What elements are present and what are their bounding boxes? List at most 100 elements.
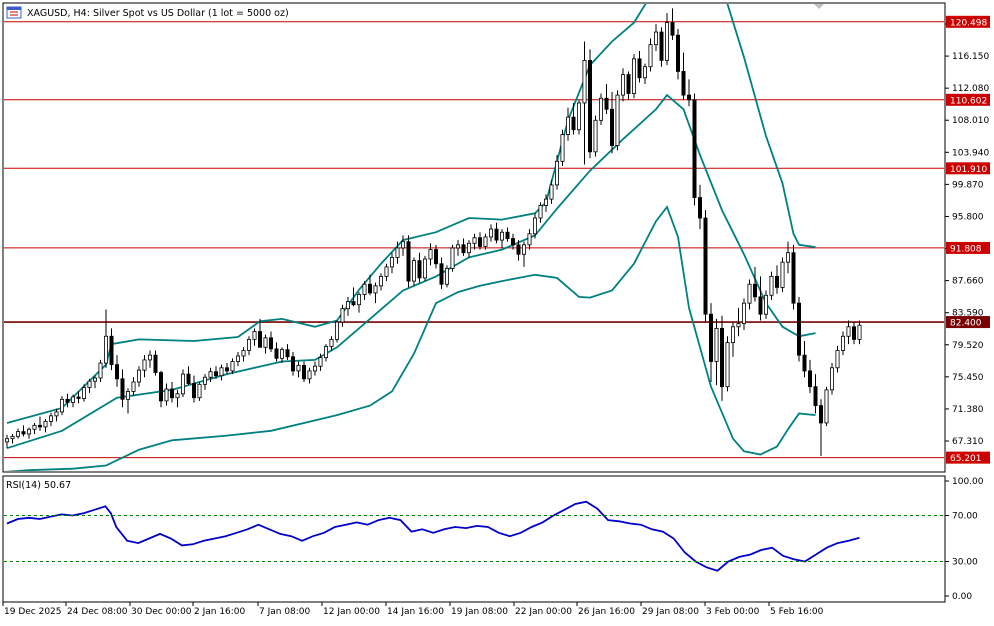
candle xyxy=(571,102,576,135)
candle xyxy=(588,49,593,159)
candle xyxy=(356,292,361,313)
candle-body-bullish xyxy=(544,198,549,206)
candle-body-bullish xyxy=(356,294,361,306)
candle-body-bullish xyxy=(654,31,659,46)
candle-body-bullish xyxy=(373,285,378,294)
candle xyxy=(582,41,587,165)
candle-body-bullish xyxy=(252,331,257,340)
candle xyxy=(142,355,147,378)
time-axis-label: 22 Jan 00:00 xyxy=(515,607,572,617)
candle xyxy=(577,99,582,135)
candle-body-bullish xyxy=(731,326,736,343)
price-axis-label: 67.310 xyxy=(952,437,984,447)
rsi-axis-label: 0.00 xyxy=(952,592,972,602)
candle xyxy=(643,63,648,85)
candle xyxy=(555,154,560,190)
price-axis-label: 95.800 xyxy=(952,212,984,222)
candle xyxy=(169,381,174,403)
candle xyxy=(780,257,785,293)
candle xyxy=(21,425,26,437)
candle-body-bearish xyxy=(191,383,196,399)
candle xyxy=(417,252,422,283)
candle-body-bullish xyxy=(164,388,169,402)
candle-body-bullish xyxy=(742,302,747,325)
candle-body-bullish xyxy=(241,350,246,357)
candle-body-bullish xyxy=(648,44,653,68)
time-axis: 19 Dec 2025 24 Dec 08:00 30 Dec 00:00 2 Jan… xyxy=(2,602,824,617)
candle xyxy=(197,381,202,401)
candle xyxy=(725,336,730,392)
candle-body-bullish xyxy=(593,119,598,153)
candle-body-bullish xyxy=(555,160,560,186)
candle xyxy=(351,287,356,307)
candle xyxy=(406,235,411,288)
candle xyxy=(654,24,659,51)
candle-body-bearish xyxy=(571,116,576,131)
candle-body-bearish xyxy=(604,97,609,110)
candle xyxy=(15,428,20,439)
candle-body-bearish xyxy=(417,260,422,279)
candle xyxy=(731,322,736,357)
price-level-tag-label: 120.498 xyxy=(950,18,987,28)
candle-body-bullish xyxy=(455,244,460,249)
price-level-tag xyxy=(946,15,990,28)
rsi-axis-label: 30.00 xyxy=(952,558,978,568)
candle-body-bullish xyxy=(621,74,626,96)
rsi-indicator-label: RSI(14) 50.67 xyxy=(6,480,71,491)
candle xyxy=(692,93,697,206)
time-axis-label: 19 Jan 08:00 xyxy=(451,607,508,617)
candle xyxy=(670,8,675,40)
candle-body-bullish xyxy=(499,231,504,241)
candle xyxy=(472,233,477,250)
candle-body-bullish xyxy=(488,228,493,238)
candle xyxy=(687,79,692,107)
candle-body-bullish xyxy=(323,346,328,358)
candle-body-bullish xyxy=(378,275,383,287)
candle xyxy=(268,331,273,353)
candle xyxy=(455,240,460,256)
candle-body-bearish xyxy=(224,367,229,372)
candle-body-bullish xyxy=(615,94,620,146)
candle-body-bullish xyxy=(26,428,31,435)
candle xyxy=(153,350,158,376)
candle xyxy=(126,388,131,414)
candle-body-bearish xyxy=(687,94,692,101)
candle xyxy=(191,375,196,403)
candle xyxy=(230,358,235,375)
candle xyxy=(516,240,521,261)
candle-body-bullish xyxy=(54,411,59,417)
candle-body-bullish xyxy=(230,361,235,372)
candle xyxy=(477,232,482,250)
candle xyxy=(104,309,109,368)
candle xyxy=(813,374,818,414)
candle-body-bullish xyxy=(10,435,15,440)
candle-body-bullish xyxy=(362,283,367,295)
candle xyxy=(698,184,703,230)
candle xyxy=(846,320,851,345)
chart-shift-marker-icon[interactable] xyxy=(814,4,824,9)
candle xyxy=(307,367,312,384)
candle xyxy=(82,384,87,402)
candle-body-bearish xyxy=(670,22,675,36)
candle-body-bullish xyxy=(197,383,202,399)
candle-body-bearish xyxy=(516,244,521,255)
candle-body-bearish xyxy=(610,108,615,146)
rsi-axis-label: 70.00 xyxy=(952,512,978,522)
candle-body-bearish xyxy=(852,326,857,340)
candle-body-bullish xyxy=(389,257,394,268)
candle-body-bullish xyxy=(824,389,829,424)
rsi-line xyxy=(6,500,860,572)
candle xyxy=(499,229,504,248)
candle xyxy=(263,334,268,354)
candle-body-bullish xyxy=(219,367,224,377)
candle xyxy=(395,241,400,264)
candle xyxy=(49,412,54,427)
price-level-tag xyxy=(946,93,990,106)
price-axis-label: 108.010 xyxy=(952,116,989,126)
candle-body-bearish xyxy=(477,237,482,247)
rsi-panel-frame[interactable] xyxy=(2,475,946,603)
candle-body-bearish xyxy=(285,349,290,358)
candle xyxy=(488,224,493,242)
